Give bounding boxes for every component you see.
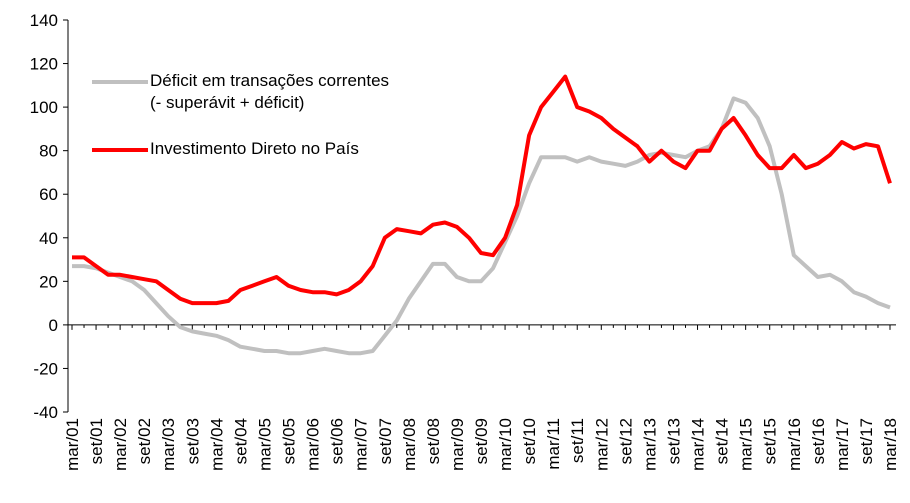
x-tick-label: mar/06 bbox=[304, 418, 323, 471]
x-tick-label: mar/14 bbox=[689, 418, 708, 471]
x-tick-label: mar/08 bbox=[400, 418, 419, 471]
y-tick-label: -40 bbox=[33, 403, 58, 422]
data-line bbox=[72, 74, 892, 306]
legend-label: Investimento Direto no País bbox=[150, 139, 359, 158]
x-tick-label: mar/03 bbox=[159, 418, 178, 471]
x-tick-label: mar/12 bbox=[592, 418, 611, 471]
x-tick-label: set/02 bbox=[135, 418, 154, 464]
x-tick-label: mar/15 bbox=[737, 418, 756, 471]
y-tick-label: 60 bbox=[39, 185, 58, 204]
x-tick-label: set/15 bbox=[761, 418, 780, 464]
x-tick-label: set/03 bbox=[183, 418, 202, 464]
x-tick-label: set/16 bbox=[809, 418, 828, 464]
x-tick-label: set/12 bbox=[616, 418, 635, 464]
x-tick-label: mar/04 bbox=[207, 418, 226, 471]
x-tick-label: set/07 bbox=[376, 418, 395, 464]
x-tick-label: mar/18 bbox=[881, 418, 900, 471]
x-tick-label: mar/17 bbox=[833, 418, 852, 471]
y-tick-label: 120 bbox=[30, 55, 58, 74]
x-tick-label: set/11 bbox=[568, 418, 587, 463]
x-tick-label: mar/10 bbox=[496, 418, 515, 471]
y-tick-label: 100 bbox=[30, 98, 58, 117]
x-tick-label: mar/11 bbox=[544, 418, 563, 470]
x-tick-label: set/05 bbox=[280, 418, 299, 464]
x-tick-label: set/13 bbox=[664, 418, 683, 464]
x-tick-label: set/08 bbox=[424, 418, 443, 464]
x-tick-label: set/04 bbox=[231, 418, 250, 464]
x-tick-label: mar/16 bbox=[785, 418, 804, 471]
x-tick-label: mar/01 bbox=[63, 418, 82, 471]
y-tick-label: 140 bbox=[30, 11, 58, 30]
x-tick-label: mar/07 bbox=[352, 418, 371, 471]
x-tick-label: mar/13 bbox=[640, 418, 659, 471]
y-tick-label: 80 bbox=[39, 142, 58, 161]
x-tick-label: mar/05 bbox=[255, 418, 274, 471]
x-tick-label: set/17 bbox=[857, 418, 876, 464]
y-tick-label: 40 bbox=[39, 229, 58, 248]
legend-label: Déficit em transações correntes (- super… bbox=[150, 71, 390, 112]
x-tick-label: set/14 bbox=[713, 418, 732, 464]
x-tick-label: set/09 bbox=[472, 418, 491, 464]
x-tick-label: mar/02 bbox=[111, 418, 130, 471]
x-tick-label: set/10 bbox=[520, 418, 539, 464]
y-tick-label: 0 bbox=[49, 316, 58, 335]
x-tick-label: set/06 bbox=[328, 418, 347, 464]
x-tick-label: mar/09 bbox=[448, 418, 467, 471]
data-line bbox=[72, 96, 891, 356]
y-tick-label: 20 bbox=[39, 272, 58, 291]
y-tick-label: -20 bbox=[33, 359, 58, 378]
x-tick-label: set/01 bbox=[87, 418, 106, 464]
